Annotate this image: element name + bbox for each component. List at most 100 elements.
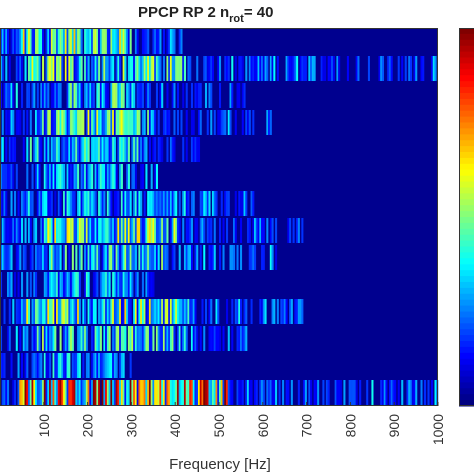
heatmap-cell <box>140 164 143 189</box>
heatmap-cell <box>197 137 201 162</box>
colorbar-segment <box>459 146 474 153</box>
heatmap-cell <box>182 191 185 216</box>
heatmap-cell <box>204 191 208 216</box>
heatmap-cell <box>157 56 160 81</box>
heatmap-cell <box>85 272 88 297</box>
heatmap-cell <box>192 326 195 351</box>
heatmap-cell <box>187 380 190 405</box>
heatmap-cell <box>220 191 223 216</box>
heatmap-cell <box>119 137 122 162</box>
heatmap-cell <box>49 110 52 135</box>
heatmap-cell <box>22 110 25 135</box>
heatmap-cell <box>70 380 73 405</box>
heatmap-cell <box>152 110 155 135</box>
heatmap-cell <box>40 191 43 216</box>
heatmap-cell <box>78 56 81 81</box>
heatmap-cell <box>248 245 251 270</box>
x-tick-label: 100 <box>36 414 52 438</box>
heatmap-cell <box>36 164 39 189</box>
heatmap-cell <box>141 326 144 351</box>
heatmap-cell <box>150 191 153 216</box>
heatmap-cell <box>61 380 64 405</box>
heatmap-cell <box>185 110 188 135</box>
heatmap-cell <box>113 353 116 378</box>
heatmap-cell <box>73 353 76 378</box>
heatmap-cell <box>203 380 206 405</box>
x-axis-ticks: 100 200 300 400 500 600 700 800 900 1000 <box>36 402 446 445</box>
heatmap-cell <box>50 191 53 216</box>
heatmap-cell <box>245 380 248 405</box>
heatmap-cell <box>261 245 264 270</box>
heatmap-cell <box>411 380 414 405</box>
heatmap-cell <box>150 272 153 297</box>
heatmap-cell <box>120 353 123 378</box>
heatmap-cell <box>47 299 50 324</box>
heatmap-cell <box>112 29 115 54</box>
heatmap-cell <box>136 29 139 54</box>
heatmap-cell <box>110 218 113 243</box>
heatmap-cell <box>113 29 116 54</box>
heatmap-cell <box>241 110 244 135</box>
heatmap-cell <box>154 191 157 216</box>
heatmap-cell <box>404 56 407 81</box>
heatmap-cell <box>31 56 34 81</box>
colorbar-segment <box>459 352 474 360</box>
heatmap-cell <box>301 56 304 81</box>
heatmap-cell <box>29 380 32 405</box>
heatmap-cell <box>380 380 383 405</box>
heatmap-cell <box>43 110 46 135</box>
heatmap-cell <box>42 245 45 270</box>
heatmap-cell <box>113 137 116 162</box>
heatmap-cell <box>78 137 81 162</box>
heatmap-cell <box>162 299 165 324</box>
heatmap-cell <box>1 29 4 54</box>
colorbar-segment <box>459 152 474 159</box>
colorbar-segment <box>459 87 474 94</box>
heatmap-cell <box>152 326 155 351</box>
heatmap-cell <box>99 164 102 189</box>
heatmap-cell <box>173 110 176 135</box>
heatmap-cell <box>43 164 46 189</box>
heatmap-cell <box>75 299 78 324</box>
heatmap-cell <box>224 191 227 216</box>
heatmap-cell <box>77 326 80 351</box>
heatmap-cell <box>226 299 229 324</box>
heatmap-cell <box>352 380 355 405</box>
heatmap-cell <box>85 137 88 162</box>
heatmap-cell <box>84 56 87 81</box>
heatmap-cell <box>7 218 10 243</box>
heatmap-cell <box>112 164 115 189</box>
heatmap-cell <box>420 56 423 81</box>
heatmap-cell <box>255 380 258 405</box>
heatmap-cell <box>297 380 300 405</box>
heatmap-cell <box>299 56 302 81</box>
heatmap-cell <box>108 137 111 162</box>
heatmap-cell <box>106 353 109 378</box>
heatmap-cell <box>127 380 130 405</box>
heatmap-cell <box>22 299 25 324</box>
heatmap-cell <box>31 245 34 270</box>
colorbar-segment <box>459 116 474 123</box>
heatmap-cell <box>168 29 171 54</box>
heatmap-cell <box>381 380 384 405</box>
heatmap-cell <box>110 380 113 405</box>
heatmap-cell <box>85 218 88 243</box>
heatmap-cell <box>261 299 264 324</box>
heatmap-cell <box>87 191 90 216</box>
heatmap-cell <box>120 299 123 324</box>
heatmap-cell <box>17 191 20 216</box>
heatmap-cell <box>75 164 78 189</box>
heatmap-cell <box>54 299 57 324</box>
colorbar-segment <box>459 252 474 259</box>
heatmap-cell <box>56 353 59 378</box>
heatmap-cell <box>371 380 374 405</box>
heatmap-cell <box>219 218 222 243</box>
heatmap-cell <box>310 56 313 81</box>
heatmap-cell <box>5 29 8 54</box>
heatmap-cell <box>35 326 38 351</box>
colorbar-segment <box>459 346 474 354</box>
heatmap-cell <box>36 110 39 135</box>
heatmap-cell <box>219 326 222 351</box>
heatmap-cell <box>105 56 108 81</box>
heatmap-cell <box>366 380 369 405</box>
